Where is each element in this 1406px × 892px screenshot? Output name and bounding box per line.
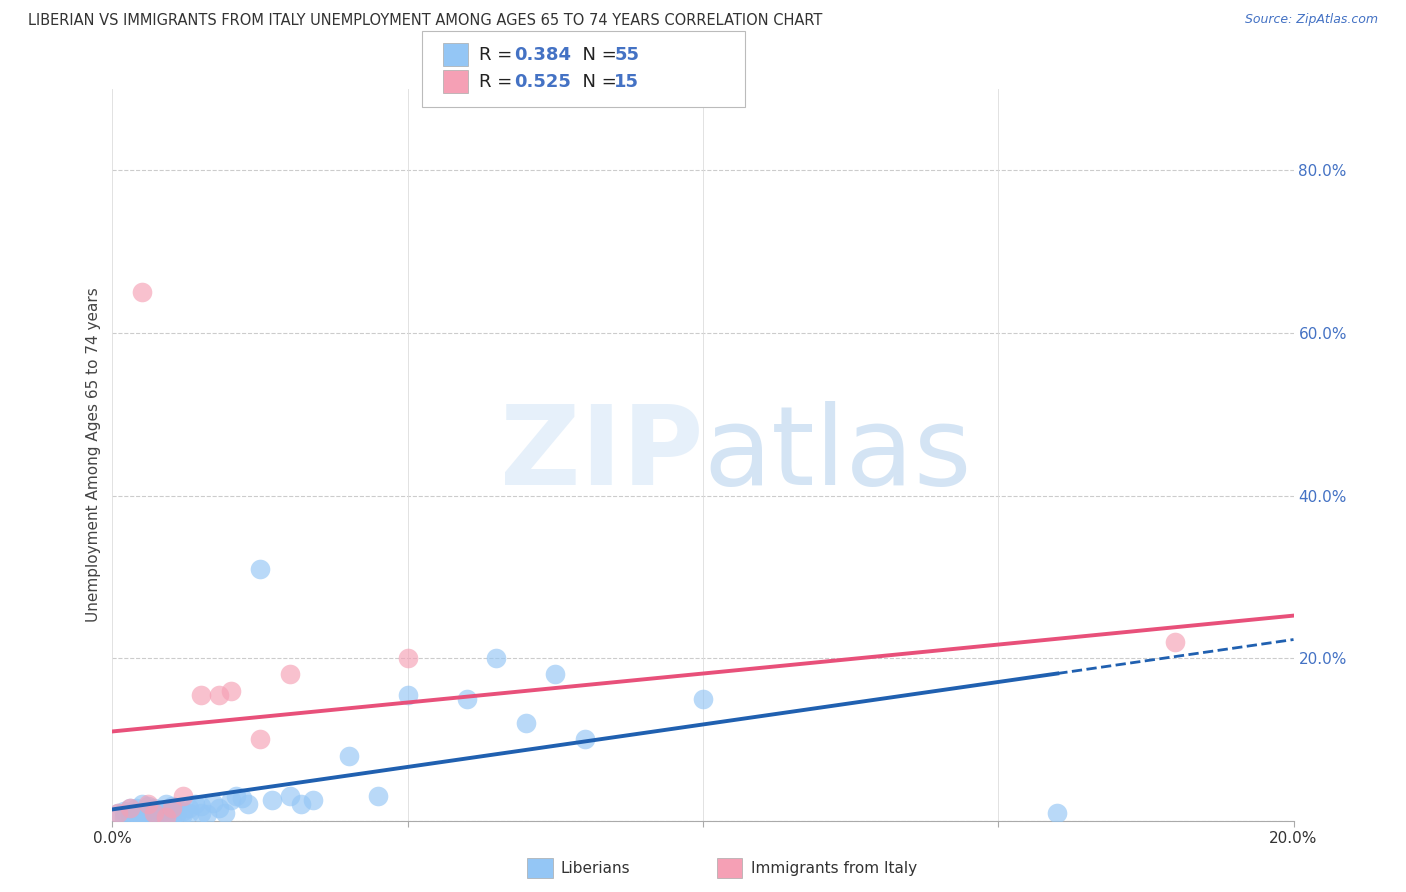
Point — [302, 793, 325, 807]
Point — [136, 804, 159, 818]
Point — [155, 805, 177, 820]
Point — [160, 809, 183, 823]
Point — [249, 562, 271, 576]
Point — [107, 805, 129, 820]
Point — [396, 688, 419, 702]
Point — [136, 797, 159, 812]
Point — [195, 807, 218, 822]
Point — [219, 683, 242, 698]
Text: N =: N = — [571, 73, 623, 91]
Point — [155, 797, 177, 812]
Point — [278, 667, 301, 681]
Point — [107, 805, 129, 820]
Point — [238, 797, 260, 812]
Point — [120, 801, 142, 815]
Point — [136, 799, 159, 814]
Text: Source: ZipAtlas.com: Source: ZipAtlas.com — [1244, 13, 1378, 27]
Point — [131, 797, 153, 812]
Point — [172, 789, 194, 804]
Point — [260, 793, 283, 807]
Point — [166, 801, 188, 815]
Point — [692, 691, 714, 706]
Point — [131, 285, 153, 300]
Point — [166, 805, 188, 820]
Text: atlas: atlas — [703, 401, 972, 508]
Point — [131, 809, 153, 823]
Point — [515, 716, 537, 731]
Text: Immigrants from Italy: Immigrants from Italy — [751, 862, 917, 876]
Text: 0.384: 0.384 — [515, 46, 572, 64]
Point — [160, 799, 183, 814]
Point — [456, 691, 478, 706]
Text: 15: 15 — [614, 73, 640, 91]
Point — [125, 809, 148, 823]
Point — [1046, 805, 1069, 820]
Point — [142, 805, 165, 820]
Point — [172, 807, 194, 822]
Text: Liberians: Liberians — [561, 862, 631, 876]
Text: ZIP: ZIP — [499, 401, 703, 508]
Point — [172, 804, 194, 818]
Point — [120, 807, 142, 822]
Point — [214, 805, 236, 820]
Point — [155, 809, 177, 823]
Point — [208, 688, 231, 702]
Point — [142, 809, 165, 823]
Point — [190, 688, 212, 702]
Point — [190, 805, 212, 820]
Point — [125, 805, 148, 820]
Point — [544, 667, 567, 681]
Point — [149, 807, 172, 822]
Point — [231, 790, 253, 805]
Point — [142, 801, 165, 815]
Point — [485, 651, 508, 665]
Point — [179, 805, 201, 820]
Point — [367, 789, 389, 804]
Text: R =: R = — [479, 73, 519, 91]
Point — [225, 789, 247, 804]
Text: 0.525: 0.525 — [515, 73, 571, 91]
Point — [278, 789, 301, 804]
Text: LIBERIAN VS IMMIGRANTS FROM ITALY UNEMPLOYMENT AMONG AGES 65 TO 74 YEARS CORRELA: LIBERIAN VS IMMIGRANTS FROM ITALY UNEMPL… — [28, 13, 823, 29]
Point — [290, 797, 312, 812]
Point — [201, 796, 224, 810]
Text: 55: 55 — [614, 46, 640, 64]
Point — [208, 801, 231, 815]
Point — [179, 801, 201, 815]
Point — [190, 799, 212, 814]
Point — [112, 804, 135, 818]
Point — [160, 804, 183, 818]
Point — [131, 805, 153, 820]
Point — [120, 801, 142, 815]
Point — [1164, 635, 1187, 649]
Point — [149, 804, 172, 818]
Y-axis label: Unemployment Among Ages 65 to 74 years: Unemployment Among Ages 65 to 74 years — [86, 287, 101, 623]
Point — [160, 801, 183, 815]
Point — [219, 793, 242, 807]
Point — [249, 732, 271, 747]
Point — [112, 809, 135, 823]
Point — [574, 732, 596, 747]
Point — [396, 651, 419, 665]
Point — [337, 748, 360, 763]
Text: R =: R = — [479, 46, 519, 64]
Point — [125, 801, 148, 815]
Point — [136, 807, 159, 822]
Point — [184, 797, 207, 812]
Text: N =: N = — [571, 46, 623, 64]
